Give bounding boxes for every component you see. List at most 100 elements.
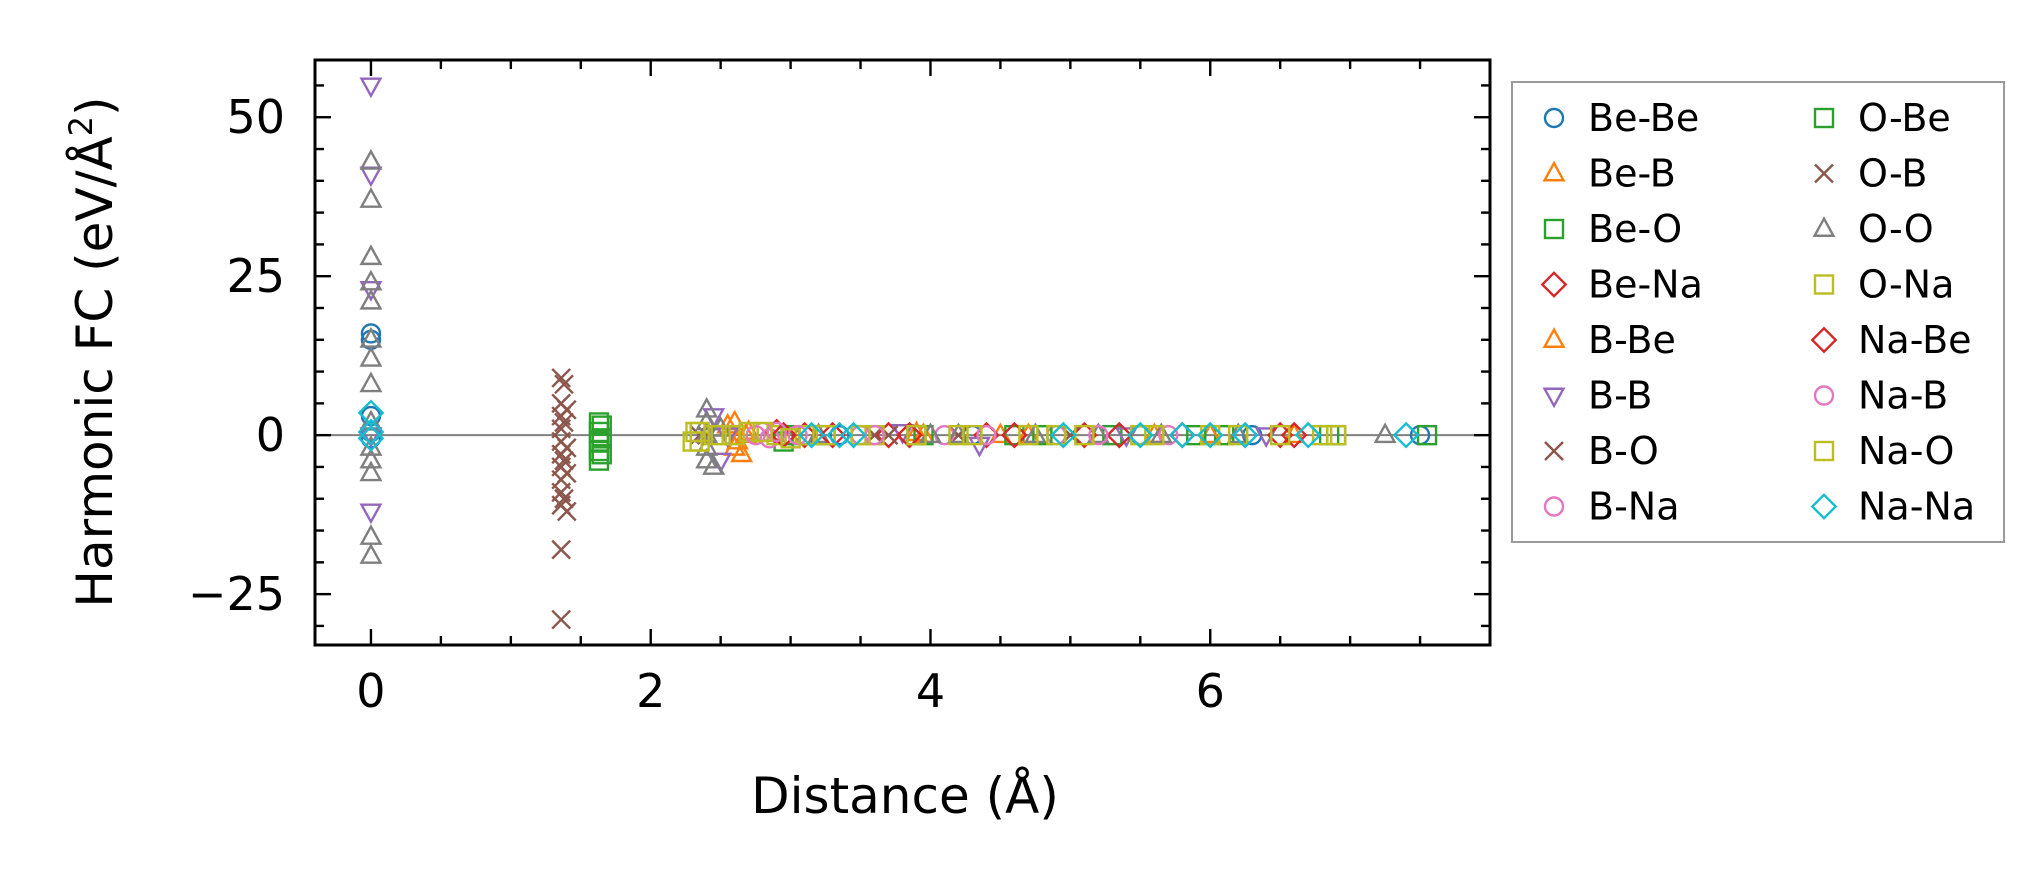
legend-marker xyxy=(1544,441,1564,461)
legend-marker xyxy=(1542,160,1566,182)
data-point-O-O-0 xyxy=(359,148,383,170)
data-point-O-Be-2 xyxy=(591,444,612,465)
data-point-O-Na-8 xyxy=(1046,424,1067,446)
legend-marker xyxy=(1813,107,1835,129)
data-point-Na-O-6 xyxy=(815,424,836,446)
data-point-O-O-6 xyxy=(359,346,383,367)
data-point-Na-O-3 xyxy=(724,424,745,446)
data-point-O-Be-6 xyxy=(1186,424,1207,446)
legend-label: O-B xyxy=(1858,152,1927,196)
legend-label: B-Na xyxy=(1588,485,1680,529)
data-point-Na-O-5 xyxy=(780,428,801,449)
data-point-Na-O-14 xyxy=(1269,424,1291,446)
data-point-Be-O-4 xyxy=(588,450,610,471)
data-point-O-O-7 xyxy=(359,371,383,393)
legend-label: Be-O xyxy=(1588,207,1682,251)
data-point-B-Be-1 xyxy=(723,435,747,456)
legend-label: B-O xyxy=(1588,429,1659,473)
legend-marker xyxy=(1812,216,1836,237)
y-axis-label: Harmonic FC (eV/Å2) xyxy=(62,96,124,607)
data-point-O-B-1 xyxy=(554,412,574,433)
data-point-Na-B-2 xyxy=(787,424,808,446)
data-point-Na-Be-3 xyxy=(1001,421,1028,449)
legend-label: Na-B xyxy=(1858,374,1948,418)
data-point-O-O-15 xyxy=(695,409,719,431)
data-point-O-Na-11 xyxy=(1325,424,1347,446)
data-point-O-O-24 xyxy=(1023,422,1047,444)
legend-marker xyxy=(1542,387,1566,409)
legend-entry-O-O: O-O xyxy=(1812,207,1934,251)
data-point-Na-O-8 xyxy=(906,424,927,446)
legend-label: O-Na xyxy=(1858,263,1954,307)
data-point-Na-Na-2 xyxy=(357,424,385,452)
data-point-Na-O-4 xyxy=(752,421,773,443)
data-point-O-B-3 xyxy=(554,488,574,509)
data-point-B-O-13 xyxy=(556,438,577,458)
data-point-B-B-0 xyxy=(359,77,383,99)
legend-label: B-B xyxy=(1588,374,1653,418)
data-point-Na-B-4 xyxy=(976,424,997,446)
data-point-O-O-11 xyxy=(359,460,383,482)
data-point-O-O-4 xyxy=(359,288,383,310)
series-B-O xyxy=(551,368,1081,630)
data-point-Na-Na-11 xyxy=(1294,421,1322,449)
x-tick-label: 0 xyxy=(356,664,385,718)
data-point-B-O-0 xyxy=(551,368,572,388)
data-point-Na-Na-8 xyxy=(1168,421,1196,449)
legend-entry-B-B: B-B xyxy=(1542,374,1653,418)
x-tick-label: 6 xyxy=(1196,664,1225,718)
legend-marker xyxy=(1814,163,1834,184)
legend-label: Be-Be xyxy=(1588,96,1699,140)
legend-entry-B-Na: B-Na xyxy=(1543,485,1680,529)
legend-marker xyxy=(1543,107,1565,129)
legend-entry-Be-Be: Be-Be xyxy=(1543,96,1699,140)
x-tick-label: 2 xyxy=(636,664,665,718)
data-point-B-B-9 xyxy=(967,436,991,458)
y-tick-label: 25 xyxy=(226,249,285,303)
data-point-O-Be-0 xyxy=(591,415,612,436)
legend-label: Na-O xyxy=(1858,429,1954,473)
series-Na-O xyxy=(682,421,1333,452)
data-point-Na-B-0 xyxy=(745,424,766,446)
series-Na-B xyxy=(745,421,1109,446)
data-point-O-Be-1 xyxy=(591,428,612,449)
legend-label: Na-Be xyxy=(1858,318,1972,362)
data-point-Na-Be-1 xyxy=(819,421,846,449)
y-axis-label-main: Harmonic FC (eV/Å xyxy=(66,136,124,607)
data-point-O-O-13 xyxy=(359,543,383,564)
legend-label: Be-Na xyxy=(1588,263,1703,307)
legend-box xyxy=(1511,81,2005,543)
legend-entry-Na-B: Na-B xyxy=(1813,374,1948,418)
legend-entry-Be-B: Be-B xyxy=(1542,152,1676,196)
data-point-O-O-19 xyxy=(702,454,726,475)
legend: Be-Be Be-B Be-O Be-Na B-Be B-B B-O B-Na O-Be O-B O… xyxy=(1511,81,2005,543)
series-O-O xyxy=(359,148,1397,564)
legend-entry-Na-Na: Na-Na xyxy=(1810,485,1975,529)
data-point-O-O-14 xyxy=(695,396,719,418)
legend-entry-O-Na: O-Na xyxy=(1813,263,1954,307)
data-point-O-Na-10 xyxy=(1228,424,1249,446)
axes: 0 2 4 6 −25 0 25 50 xyxy=(188,58,1492,718)
legend-entry-Na-Be: Na-Be xyxy=(1810,318,1972,362)
legend-marker xyxy=(1813,440,1835,462)
data-point-Na-Be-4 xyxy=(1105,421,1133,449)
legend-marker xyxy=(1810,493,1838,520)
legend-marker xyxy=(1540,271,1568,298)
data-point-B-O-14 xyxy=(556,463,577,484)
data-point-O-B-0 xyxy=(554,374,574,395)
data-point-O-Na-7 xyxy=(948,424,969,446)
legend-label: O-Be xyxy=(1858,96,1951,140)
legend-label: B-Be xyxy=(1588,318,1676,362)
data-point-Na-Na-10 xyxy=(1231,421,1259,449)
y-axis-label-end: ) xyxy=(66,96,124,116)
data-point-B-Na-6 xyxy=(1158,424,1179,446)
data-point-Na-Na-12 xyxy=(1392,421,1420,449)
data-point-O-O-28 xyxy=(1373,422,1397,444)
legend-marker xyxy=(1813,385,1835,406)
data-point-Na-Be-2 xyxy=(896,421,923,449)
legend-entry-B-O: B-O xyxy=(1544,429,1659,473)
data-point-B-O-15 xyxy=(556,501,577,522)
data-point-Na-O-12 xyxy=(1144,424,1165,446)
legend-entry-O-Be: O-Be xyxy=(1813,96,1951,140)
